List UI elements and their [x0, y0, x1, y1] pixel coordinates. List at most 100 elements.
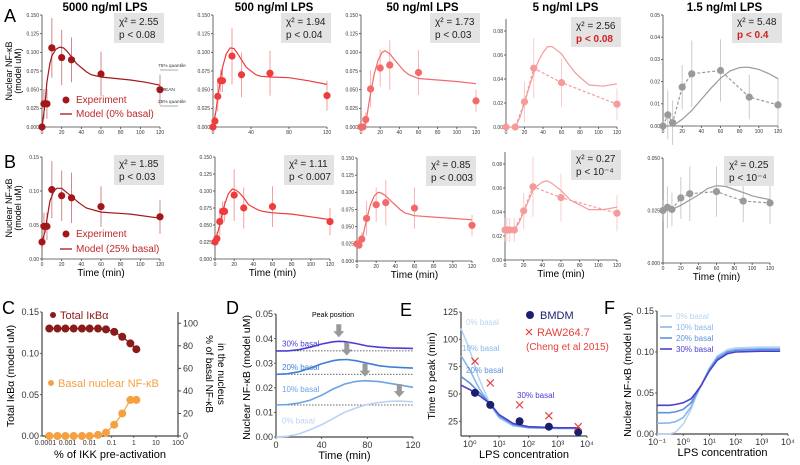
stats-box — [732, 13, 782, 43]
data-point — [38, 238, 46, 246]
p-value: p < 0.4 — [737, 30, 769, 41]
data-point — [520, 98, 529, 106]
data-point — [268, 203, 277, 211]
data-point — [613, 100, 621, 108]
panel-a3: 0.000 0.025 0.050 0.075 0.100 0.125 0.150 0 20 40… — [345, 2, 480, 136]
x-tick-label: 80 — [118, 262, 124, 268]
panel-label-d: D — [226, 298, 239, 318]
x-tick-label: 100 — [307, 262, 316, 268]
y-tick-label: 0.075 — [341, 207, 354, 213]
x-tick-label: 40 — [540, 130, 546, 136]
x-tick-label: 120 — [613, 263, 622, 269]
right-y-axis-label: % of basal NF-κB — [203, 335, 214, 413]
x-tick-label: 10⁰ — [463, 439, 477, 449]
y-tick-label: 0.04 — [492, 210, 502, 216]
data-point — [502, 123, 510, 131]
legend-label-model: Model (0% basal) — [76, 109, 154, 120]
y-axis-label: Nuclear NF-κB (model uM) — [622, 312, 634, 437]
y-tick-label: 0.00 — [21, 431, 39, 441]
chi-square-value: χ² = 1.11 — [289, 159, 328, 170]
x-tick-label: 1 — [132, 440, 136, 447]
y-tick-label: 0.00 — [493, 125, 503, 131]
x-axis-label: Time (min) — [249, 268, 296, 279]
data-point — [67, 194, 76, 202]
right-y-tick-label: 60 — [183, 363, 193, 373]
panel-a1: 0.000 0.025 0.050 0.075 0.100 0.125 0.150 0 20 40… — [4, 2, 186, 136]
data-point — [230, 191, 238, 199]
y-tick-label: 0.100 — [197, 50, 210, 56]
stats-box — [724, 156, 774, 186]
x-tick-label: 120 — [472, 130, 481, 136]
legend-label-raw: RAW264.7 — [537, 327, 590, 339]
x-tick-label: 120 — [766, 266, 775, 272]
data-point — [209, 123, 217, 131]
legend-label-bmdm: BMDM — [540, 310, 574, 322]
curve-label: 10% basal — [462, 344, 500, 353]
curve-label: 20% basal — [282, 363, 320, 372]
y-tick-label: 0.075 — [197, 69, 210, 75]
y-tick-label: 0.100 — [199, 189, 212, 195]
data-point — [515, 417, 524, 426]
y-tick-label: 0.050 — [199, 223, 212, 229]
y-axis-label: Nuclear NF-κB — [4, 41, 14, 100]
data-point — [739, 197, 747, 205]
x-tick-label: 0 — [41, 262, 44, 268]
data-point — [220, 207, 229, 215]
x-tick-label: 80 — [577, 263, 583, 269]
y-axis-label: Total IκBα (model uM) — [5, 325, 17, 427]
x-tick-label: 40 — [699, 129, 705, 135]
data-point — [659, 122, 667, 130]
data-point — [61, 324, 70, 333]
legend-marker-ikba — [50, 312, 56, 318]
y-tick-label: 0.000 — [341, 259, 354, 265]
x-axis-label: LPS concentration — [678, 447, 768, 459]
panel-e: 25 50 75 100 125 10⁰ 10¹ 10² 10³ 10⁴ LPS concentra… — [426, 307, 609, 461]
data-point — [126, 395, 135, 404]
x-tick-label: 0 — [662, 129, 665, 135]
data-point — [85, 324, 94, 333]
data-point — [359, 123, 367, 131]
y-tick-label: 0.10 — [21, 348, 39, 358]
p-value: p < 10⁻⁴ — [729, 173, 767, 184]
right-y-tick-label: 20 — [183, 408, 193, 418]
data-point — [94, 324, 103, 333]
data-point — [45, 324, 54, 333]
stats-box — [281, 13, 331, 43]
model-curve — [356, 191, 473, 245]
data-point — [470, 388, 479, 397]
panel-a2: 0.000 0.025 0.050 0.075 0.100 0.125 0.150 0 40 80… — [197, 2, 331, 136]
x-tick-label: 60 — [559, 130, 565, 136]
x-tick-label: 120 — [468, 264, 477, 270]
y-tick-label: 0.06 — [492, 186, 502, 192]
y-tick-label: 0.02 — [493, 101, 503, 107]
data-point — [668, 205, 676, 214]
data-point — [67, 56, 76, 64]
curve-label: 0% basal — [282, 416, 315, 425]
data-point — [664, 111, 672, 119]
x-tick-label: 80 — [431, 264, 437, 270]
y-tick-label: 0.02 — [492, 234, 502, 240]
x-tick-label: 80 — [362, 440, 372, 450]
y-tick-label: 0.02 — [650, 79, 660, 85]
x-tick-label: 0 — [214, 262, 217, 268]
panel-title: 1.5 ng/ml LPS — [687, 2, 763, 14]
x-tick-label: 40 — [397, 130, 403, 136]
stats-box — [430, 13, 480, 43]
x-tick-label: 20 — [377, 130, 383, 136]
data-point — [45, 432, 54, 440]
x-tick-label: 80 — [435, 130, 441, 136]
data-point — [69, 324, 78, 333]
y-tick-label: 75 — [448, 362, 458, 372]
model-curve — [657, 350, 781, 407]
data-point — [77, 432, 86, 440]
legend-marker-raw — [525, 328, 533, 336]
legend-label-experiment: Experiment — [76, 229, 127, 240]
x-tick-label: 20 — [59, 262, 65, 268]
x-tick-label: 40 — [393, 264, 399, 270]
x-tick-label: 120 — [405, 440, 420, 450]
panel-label-a: A — [4, 6, 16, 26]
y-tick-label: 0.100 — [341, 190, 354, 196]
data-point — [544, 422, 553, 431]
x-tick-label: 10² — [522, 439, 535, 449]
data-point — [530, 64, 538, 72]
